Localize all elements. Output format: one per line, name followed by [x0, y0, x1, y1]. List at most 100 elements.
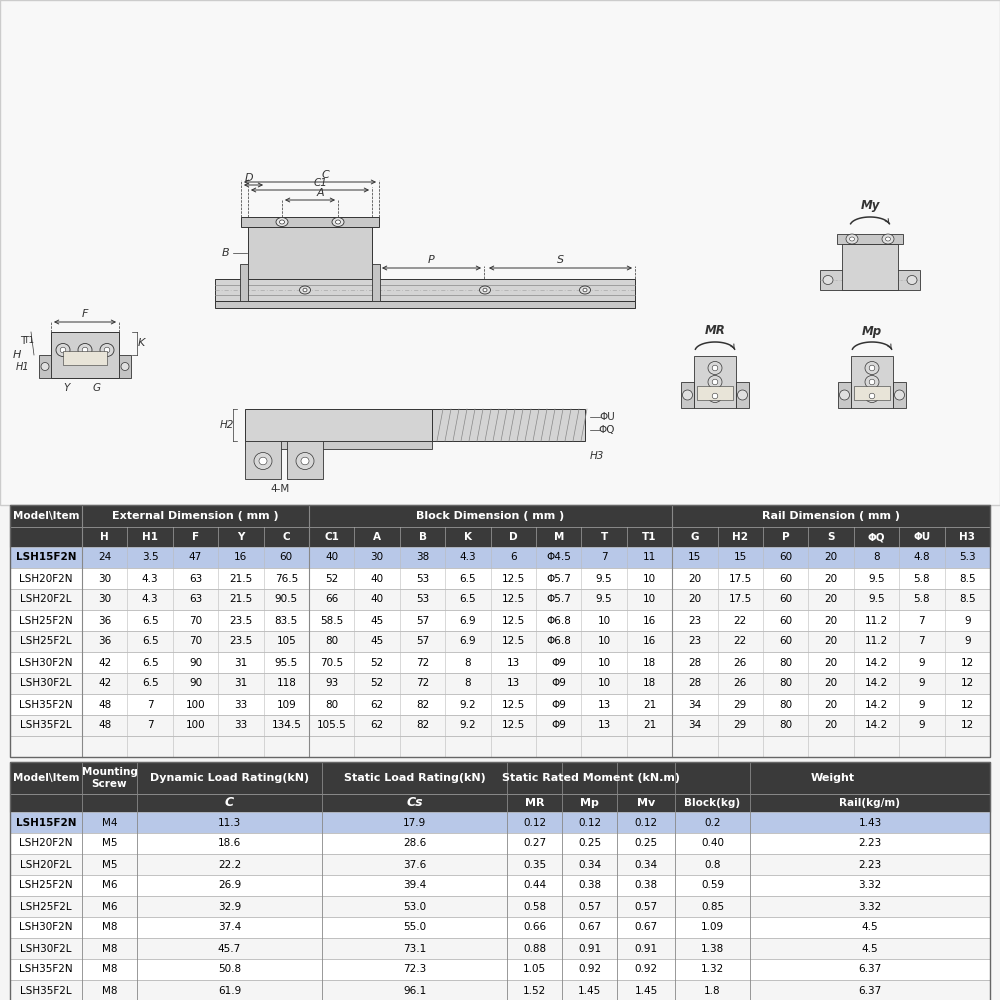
Text: M5: M5 — [102, 859, 117, 869]
Text: 21: 21 — [643, 720, 656, 730]
Text: 57: 57 — [416, 615, 429, 626]
Text: LSH30F2L: LSH30F2L — [20, 678, 72, 688]
Text: D: D — [245, 173, 253, 183]
Text: 6.5: 6.5 — [142, 637, 158, 647]
Text: 33: 33 — [234, 700, 248, 710]
Text: Φ6.8: Φ6.8 — [546, 637, 571, 647]
Text: 14.2: 14.2 — [865, 720, 888, 730]
Bar — [372, 264, 380, 301]
Bar — [241, 217, 379, 227]
Text: 17.5: 17.5 — [729, 574, 752, 584]
Text: A: A — [316, 188, 324, 198]
Text: 28: 28 — [688, 658, 702, 668]
Bar — [248, 227, 372, 279]
Text: 82: 82 — [416, 700, 429, 710]
Bar — [837, 234, 903, 244]
Text: 12: 12 — [961, 720, 974, 730]
Bar — [681, 382, 694, 408]
Ellipse shape — [886, 237, 891, 241]
Text: S: S — [557, 255, 564, 265]
Text: 2.23: 2.23 — [858, 859, 882, 869]
Text: 9.5: 9.5 — [596, 574, 612, 584]
Text: LSH25F2N: LSH25F2N — [19, 615, 73, 626]
Text: Φ9: Φ9 — [551, 658, 566, 668]
Text: 13: 13 — [507, 678, 520, 688]
Bar — [10, 959, 990, 980]
Text: 52: 52 — [370, 658, 384, 668]
Text: 23: 23 — [688, 637, 702, 647]
Ellipse shape — [846, 234, 858, 244]
Text: 12.5: 12.5 — [502, 574, 525, 584]
Bar — [10, 812, 990, 833]
Bar — [10, 854, 990, 875]
Text: G: G — [691, 532, 699, 542]
Bar — [854, 386, 890, 400]
Text: 31: 31 — [234, 678, 248, 688]
Text: LSH35F2L: LSH35F2L — [20, 720, 72, 730]
Text: 22: 22 — [734, 615, 747, 626]
Text: ΦQ: ΦQ — [599, 425, 615, 435]
Text: 0.25: 0.25 — [578, 838, 601, 848]
Ellipse shape — [82, 347, 88, 353]
Ellipse shape — [840, 390, 850, 400]
Text: 4-M: 4-M — [270, 484, 290, 494]
Text: 12: 12 — [961, 678, 974, 688]
Bar — [10, 631, 990, 652]
Bar — [10, 794, 990, 812]
Ellipse shape — [738, 390, 748, 400]
Text: 72: 72 — [416, 678, 429, 688]
Ellipse shape — [121, 362, 129, 370]
Text: C: C — [321, 170, 329, 180]
Text: Block(kg): Block(kg) — [684, 798, 741, 808]
Text: 9: 9 — [919, 700, 925, 710]
Text: Y: Y — [64, 383, 70, 393]
Text: 26: 26 — [734, 678, 747, 688]
Text: 80: 80 — [779, 678, 792, 688]
Text: 12.5: 12.5 — [502, 700, 525, 710]
Text: 22.2: 22.2 — [218, 859, 241, 869]
Text: 53: 53 — [416, 594, 429, 604]
Text: 6.5: 6.5 — [460, 574, 476, 584]
Text: 0.59: 0.59 — [701, 880, 724, 890]
Text: Weight: Weight — [810, 773, 855, 783]
Text: 17.9: 17.9 — [403, 818, 426, 828]
Text: 6.37: 6.37 — [858, 964, 882, 974]
Bar — [245, 441, 281, 479]
Text: 42: 42 — [98, 658, 111, 668]
Text: 9.2: 9.2 — [460, 720, 476, 730]
Text: K: K — [464, 532, 472, 542]
Text: 4.8: 4.8 — [914, 552, 930, 562]
Bar — [240, 264, 248, 301]
Ellipse shape — [296, 452, 314, 470]
Text: LSH15F2N: LSH15F2N — [16, 552, 76, 562]
Bar — [10, 505, 990, 527]
Text: P: P — [782, 532, 790, 542]
Text: 23: 23 — [688, 615, 702, 626]
Text: 20: 20 — [825, 700, 838, 710]
Ellipse shape — [823, 275, 833, 284]
Text: 1.05: 1.05 — [523, 964, 546, 974]
Text: Φ4.5: Φ4.5 — [546, 552, 571, 562]
Text: Dynamic Load Rating(kN): Dynamic Load Rating(kN) — [150, 773, 309, 783]
Text: 60: 60 — [779, 574, 792, 584]
Text: 72: 72 — [416, 658, 429, 668]
Text: 4.3: 4.3 — [142, 594, 158, 604]
Ellipse shape — [56, 344, 70, 357]
Text: 20: 20 — [825, 615, 838, 626]
Ellipse shape — [712, 365, 718, 371]
Text: 0.91: 0.91 — [578, 944, 601, 954]
Text: H: H — [13, 350, 21, 360]
Bar — [432, 409, 585, 441]
Text: 12.5: 12.5 — [502, 615, 525, 626]
Text: 90.5: 90.5 — [275, 594, 298, 604]
Text: Φ9: Φ9 — [551, 720, 566, 730]
Text: P: P — [428, 255, 435, 265]
Text: LSH25F2N: LSH25F2N — [19, 880, 73, 890]
Text: LSH30F2L: LSH30F2L — [20, 944, 72, 954]
Text: H1: H1 — [16, 361, 30, 371]
Bar — [63, 351, 107, 365]
Ellipse shape — [907, 275, 917, 284]
Text: 20: 20 — [688, 574, 701, 584]
Text: H: H — [100, 532, 109, 542]
Text: 60: 60 — [779, 615, 792, 626]
